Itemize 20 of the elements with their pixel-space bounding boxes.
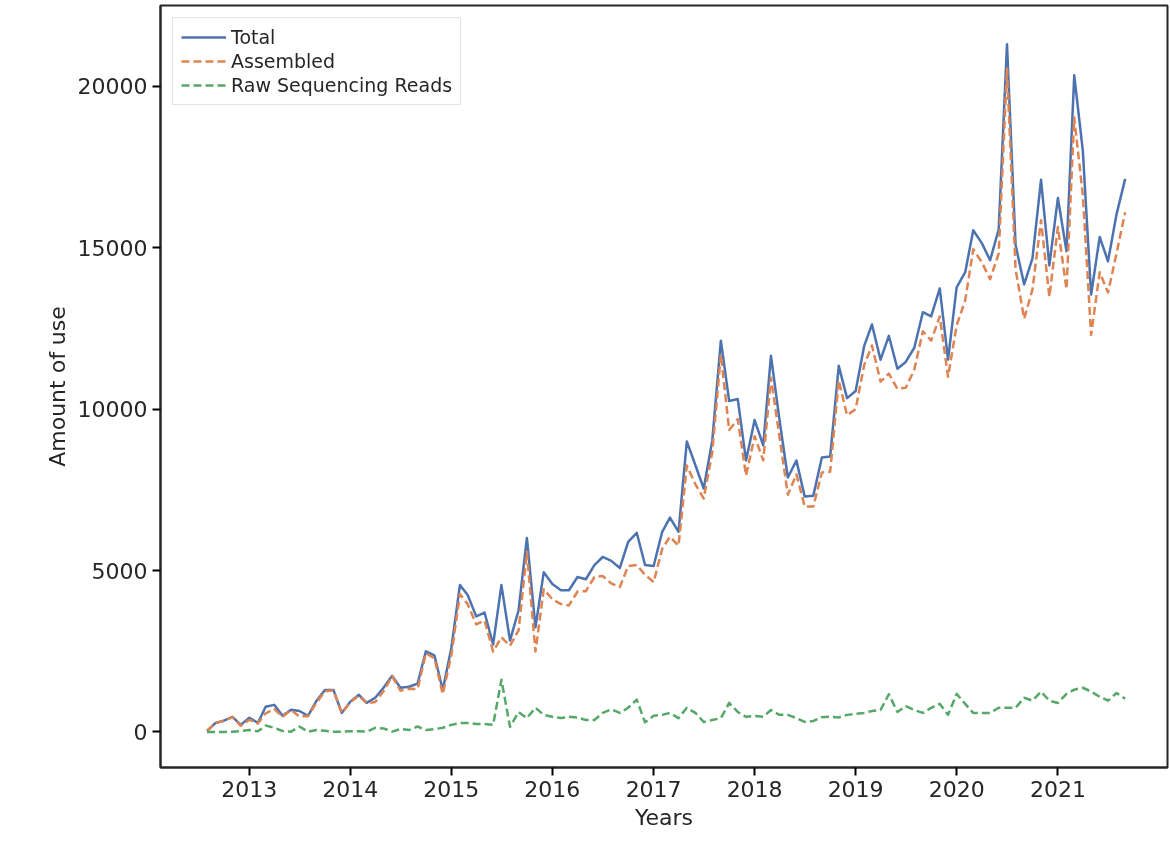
x-tick-label: 2019 [827,776,884,802]
x-axis-title: Years [633,804,694,830]
x-tick-label: 2016 [524,776,581,802]
y-tick-label: 15000 [77,235,148,261]
y-axis-title: Amount of use [44,306,70,467]
x-tick-label: 2018 [726,776,783,802]
y-tick-label: 5000 [91,558,148,584]
x-tick-label: 2021 [1029,776,1086,802]
line-series [205,678,1127,734]
legend-label: Total [231,26,276,48]
legend-label: Assembled [231,50,336,72]
x-tick-label: 2020 [928,776,985,802]
y-tick-label: 0 [133,719,148,745]
legend-label: Raw Sequencing Reads [231,74,453,96]
x-tick-label: 2013 [221,776,278,802]
y-tick-label: 20000 [77,74,148,100]
x-tick-label: 2015 [423,776,480,802]
x-tick-label: 2014 [322,776,379,802]
x-tick-label: 2017 [625,776,682,802]
y-tick-label: 10000 [77,397,148,423]
